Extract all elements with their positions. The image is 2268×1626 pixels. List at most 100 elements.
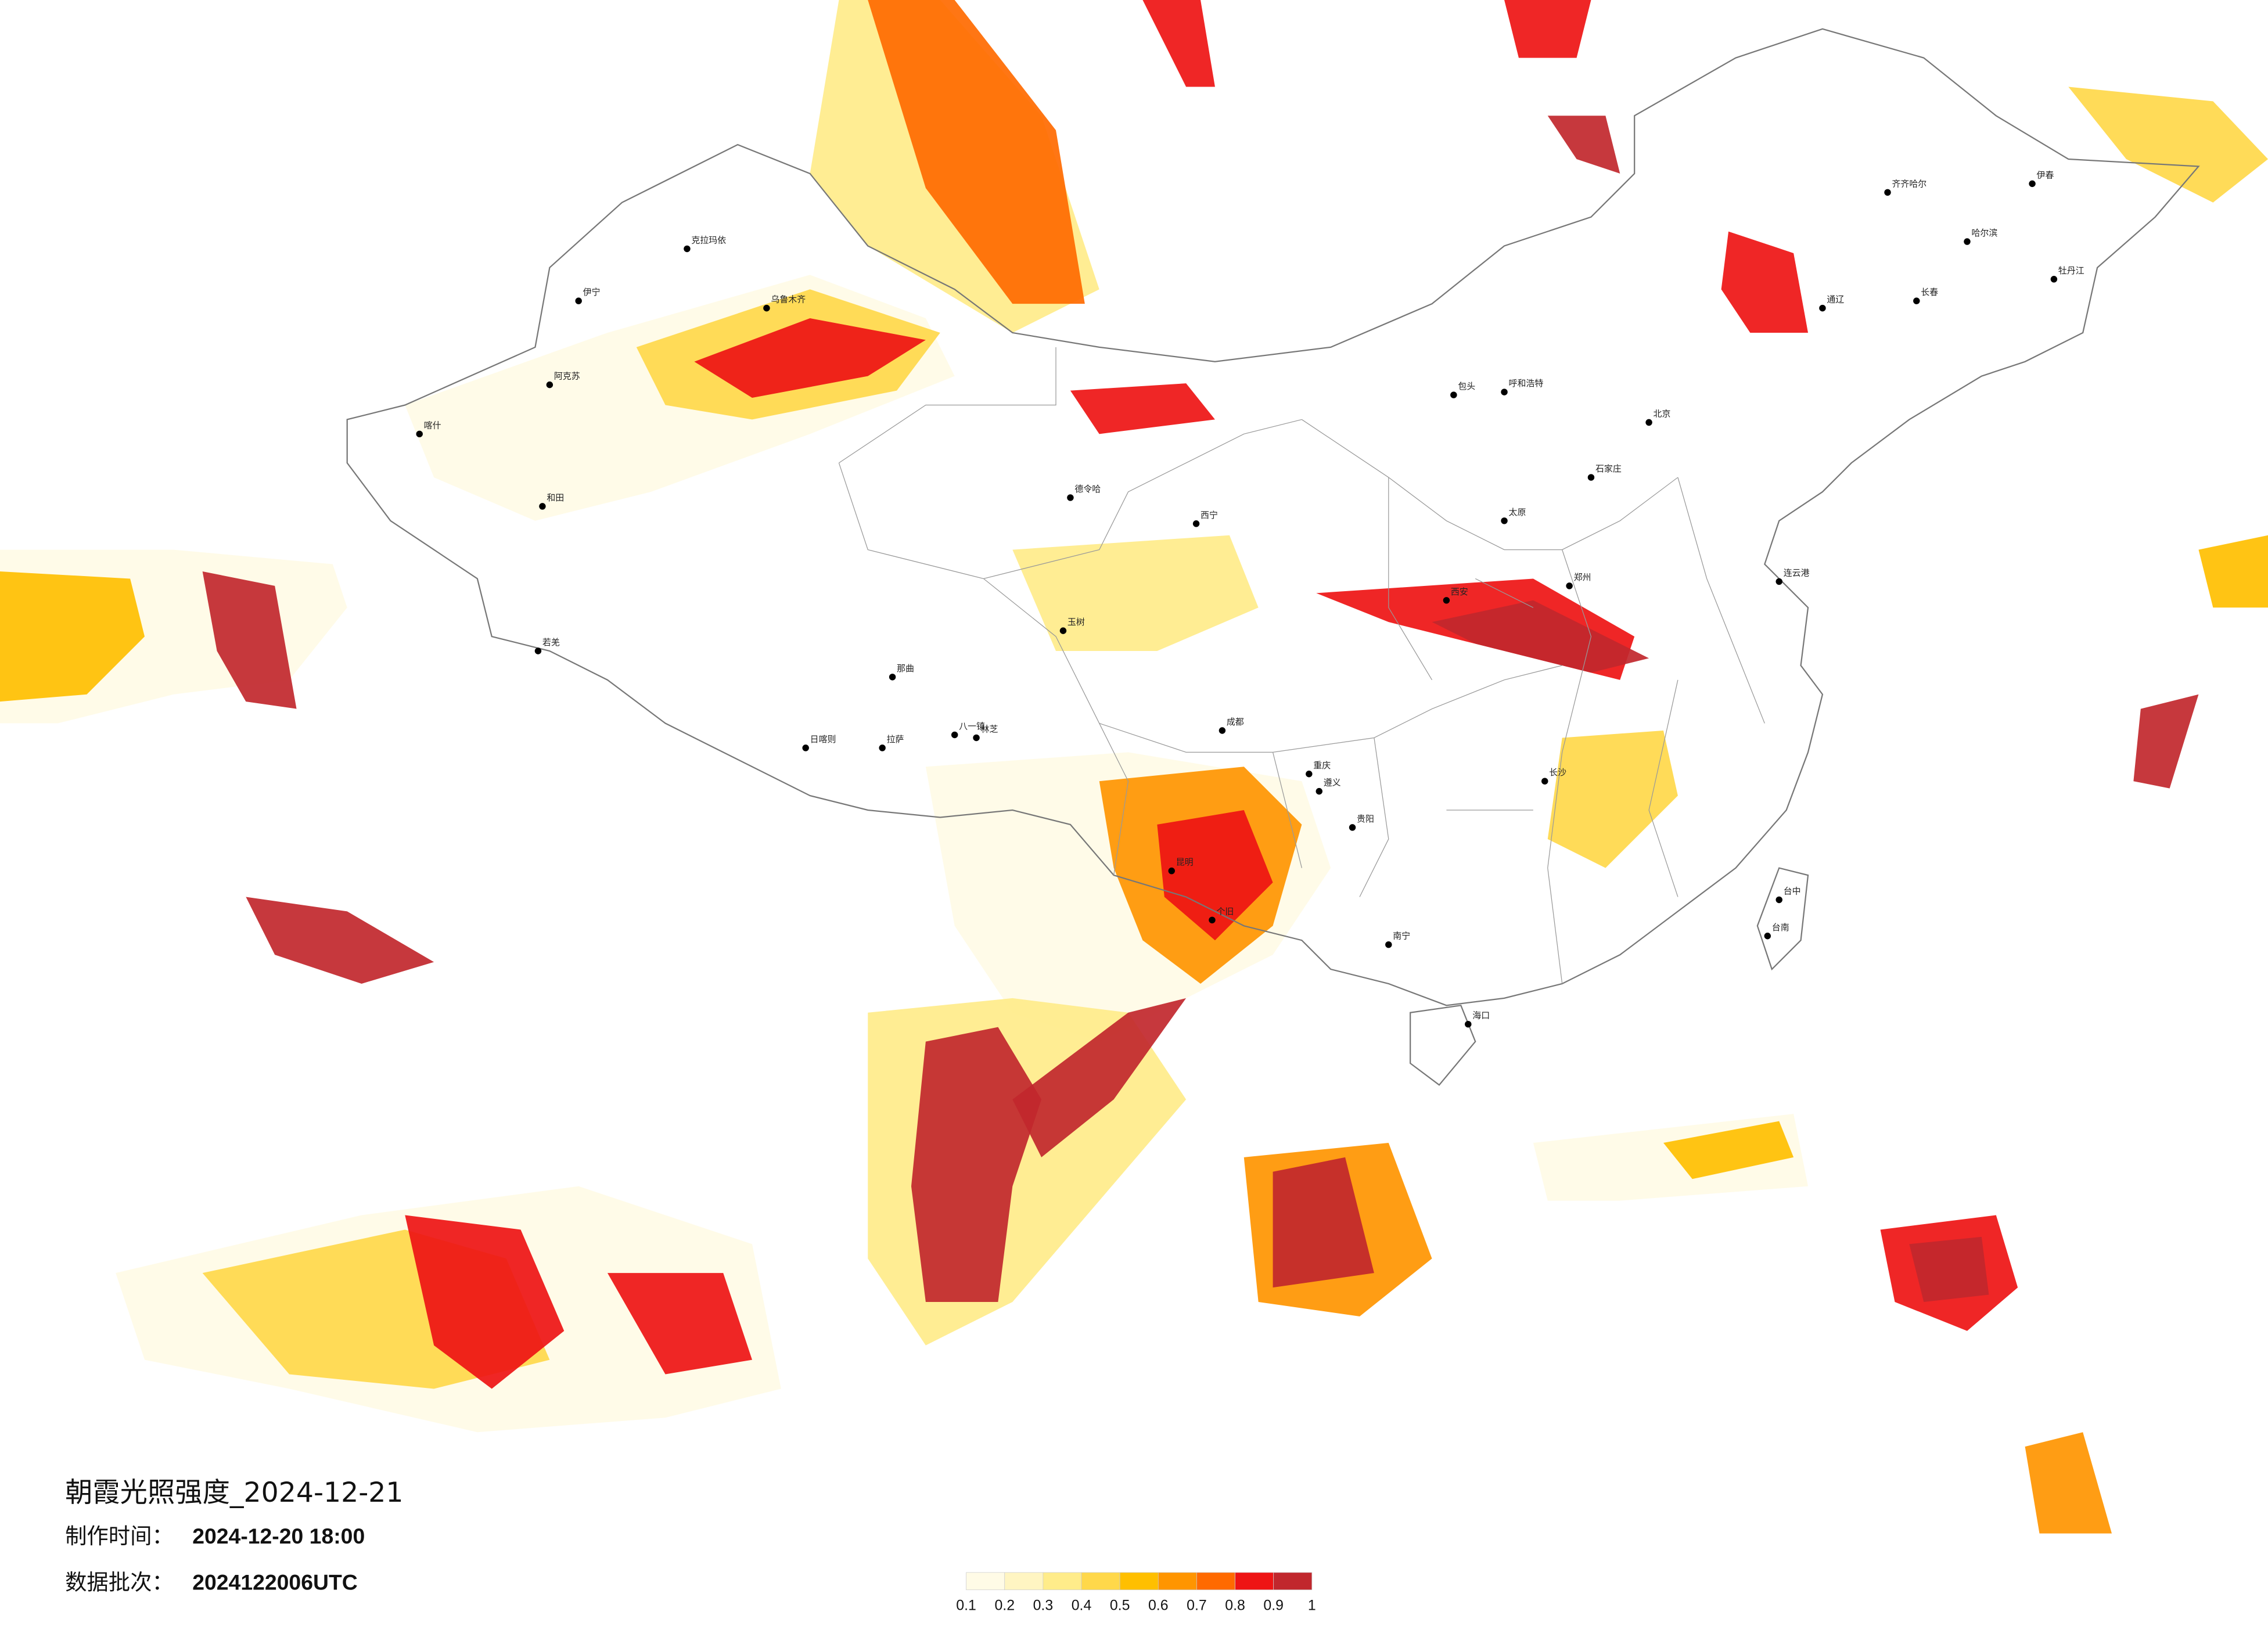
city-dot: [1819, 304, 1826, 312]
city-dot: [889, 674, 896, 681]
city-dot: [1913, 297, 1920, 304]
city-label: 长沙: [1549, 767, 1566, 778]
city-dot: [1059, 627, 1067, 634]
intensity-area: [1012, 535, 1259, 651]
city-dot: [1385, 941, 1392, 948]
city-label: 海口: [1472, 1010, 1490, 1021]
city-dot: [2050, 276, 2058, 283]
city-dot: [1964, 238, 1971, 245]
city-dot: [951, 731, 958, 739]
city-label: 石家庄: [1595, 463, 1622, 474]
intensity-area: [202, 571, 297, 709]
legend-tick-label: 1: [1308, 1598, 1316, 1614]
city-dot: [684, 245, 691, 253]
legend-tick-label: 0.3: [1033, 1598, 1054, 1614]
city-dot: [802, 744, 809, 751]
city-label: 太原: [1509, 507, 1526, 517]
legend-swatch: [1081, 1572, 1120, 1591]
city-label: 日喀则: [810, 734, 836, 744]
intensity-area: [1547, 116, 1620, 174]
intensity-area: [1663, 1121, 1794, 1179]
city-label: 伊春: [2037, 170, 2054, 180]
city-dot: [1209, 916, 1216, 924]
city-label: 哈尔滨: [1971, 228, 1997, 238]
city-label: 贵阳: [1357, 814, 1374, 824]
intensity-area: [0, 571, 145, 702]
legend-swatch: [966, 1572, 1005, 1591]
city-dot: [1775, 578, 1782, 585]
city-label: 通辽: [1827, 294, 1844, 305]
city-dot: [1315, 787, 1323, 795]
meta-value: 2024-12-20 18:00: [192, 1524, 365, 1548]
intensity-area: [1273, 1157, 1374, 1288]
legend-swatch: [1004, 1572, 1044, 1591]
city-label: 克拉玛依: [691, 235, 726, 246]
city-label: 伊宁: [583, 287, 601, 297]
city-label: 台中: [1784, 886, 1801, 897]
city-label: 德令哈: [1074, 484, 1101, 494]
legend-swatch: [1196, 1572, 1235, 1591]
city-dot: [1306, 771, 1313, 778]
island-border: [1756, 867, 1809, 971]
city-dot: [1067, 494, 1074, 501]
province-border: [838, 347, 1765, 984]
city-dot: [1645, 419, 1652, 426]
city-label: 和田: [547, 492, 564, 503]
city-label: 玉树: [1067, 617, 1085, 627]
city-label: 西安: [1451, 587, 1468, 597]
legend: 0.1 0.2 0.3 0.4 0.5 0.6 0.7 0.8 0.9 1: [956, 1572, 1316, 1614]
city-label: 昆明: [1176, 857, 1194, 868]
city-dot: [2029, 180, 2036, 188]
city-dot: [1764, 933, 1771, 940]
city-dot: [763, 304, 770, 312]
city-label: 台南: [1772, 922, 1789, 933]
city-dot: [539, 503, 546, 510]
intensity-area: [1721, 231, 1809, 333]
city-dot: [973, 734, 980, 742]
legend-tick-label: 0.2: [994, 1598, 1015, 1614]
city-dot: [1168, 867, 1175, 875]
intensity-area: [868, 0, 1085, 304]
city-label: 齐齐哈尔: [1892, 178, 1926, 189]
legend-swatch: [1119, 1572, 1159, 1591]
intensity-area: [1547, 731, 1678, 868]
city-label: 阿克苏: [554, 371, 580, 382]
city-dot: [1349, 824, 1356, 831]
intensity-layer: [0, 0, 2268, 1534]
city-label: 包头: [1458, 381, 1475, 391]
city-label: 八一镇: [959, 721, 985, 732]
city-label: 喀什: [424, 420, 441, 430]
city-dot: [575, 297, 582, 304]
city-dot: [534, 647, 542, 654]
legend-tick-label: 0.5: [1110, 1598, 1130, 1614]
intensity-area: [2133, 694, 2199, 789]
legend-tick-label: 0.9: [1263, 1598, 1284, 1614]
city-label: 长春: [1921, 287, 1938, 297]
city-label: 乌鲁木齐: [771, 294, 806, 305]
city-label: 林芝: [981, 724, 998, 734]
legend-tick-label: 0.6: [1148, 1598, 1169, 1614]
legend-tick-label: 0.1: [956, 1598, 976, 1614]
city-dot: [1501, 388, 1508, 395]
city-dot: [1775, 896, 1782, 904]
intensity-area: [2198, 535, 2268, 608]
city-label: 那曲: [897, 663, 914, 674]
legend-swatch: [1235, 1572, 1274, 1591]
intensity-area: [1504, 0, 1591, 58]
legend-tick-label: 0.7: [1187, 1598, 1207, 1614]
city-label: 个旧: [1216, 906, 1234, 916]
city-label: 北京: [1654, 408, 1671, 419]
city-label: 遵义: [1324, 778, 1341, 788]
intensity-area: [1012, 998, 1187, 1157]
intensity-area: [607, 1273, 753, 1375]
legend-swatch: [1158, 1572, 1197, 1591]
city-dot: [546, 381, 553, 388]
intensity-area: [246, 897, 434, 984]
island-border: [1410, 1005, 1476, 1086]
city-dot: [416, 430, 423, 438]
intensity-area: [694, 318, 926, 398]
intensity-area: [2068, 87, 2268, 203]
